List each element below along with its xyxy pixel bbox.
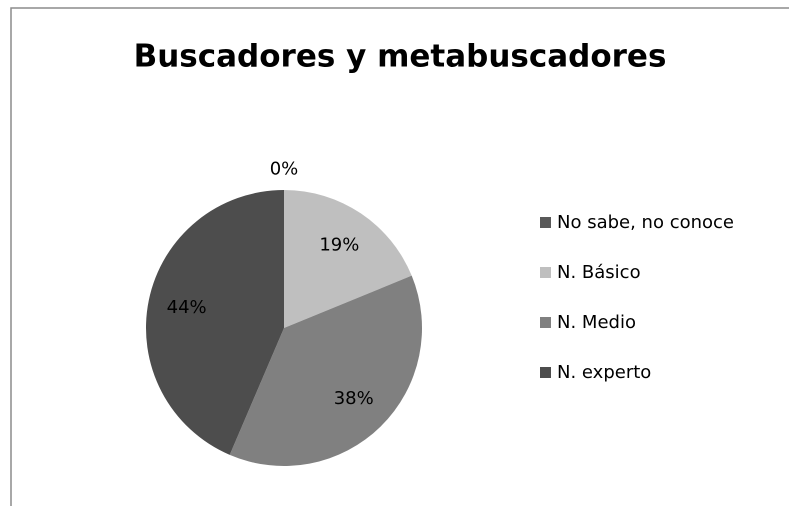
legend-swatch	[540, 267, 551, 278]
data-label: 44%	[167, 297, 207, 318]
data-label: 38%	[334, 388, 374, 409]
legend-swatch	[540, 317, 551, 328]
chart-title: Buscadores y metabuscadores	[134, 39, 667, 75]
legend-swatch	[540, 367, 551, 378]
legend-swatch	[540, 217, 551, 228]
pie-slice	[229, 275, 423, 467]
pie-slice	[284, 190, 412, 328]
data-label: 19%	[319, 234, 359, 255]
data-label: 0%	[270, 158, 299, 179]
legend-label: N. Medio	[557, 312, 636, 333]
pie-slice	[145, 190, 284, 455]
legend-label: No sabe, no conoce	[557, 212, 734, 233]
legend-label: N. experto	[557, 362, 651, 383]
legend-label: N. Básico	[557, 262, 641, 283]
